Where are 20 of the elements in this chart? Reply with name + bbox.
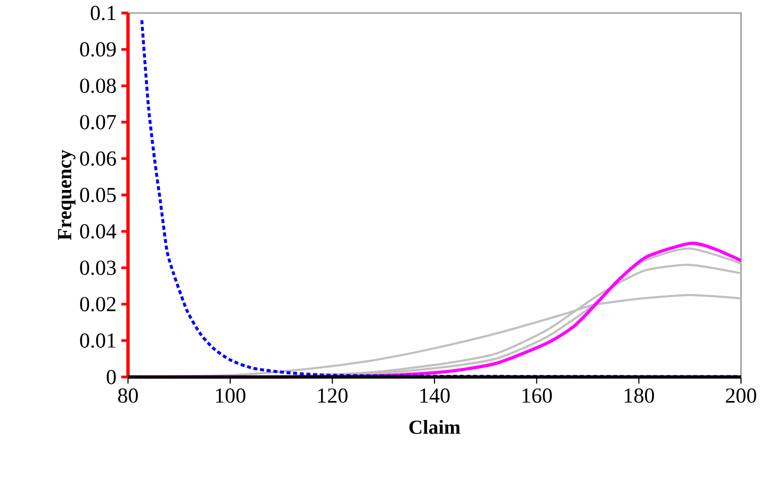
y-tick-label: 0.08 — [80, 78, 116, 94]
x-tick-label: 140 — [420, 388, 450, 403]
y-tick-label: 0.02 — [80, 296, 116, 312]
y-tick-label: 0.07 — [80, 114, 116, 130]
y-tick-label: 0.05 — [80, 188, 116, 202]
x-tick-label: 180 — [624, 388, 654, 403]
y-tick-label: 0.04 — [80, 224, 116, 239]
x-tick-label: 200 — [726, 388, 756, 403]
y-tick-label: 0.03 — [80, 260, 116, 276]
x-tick-label: 120 — [318, 388, 348, 403]
x-tick-label: 100 — [216, 388, 246, 403]
x-axis-title: Claim — [409, 420, 460, 434]
y-tick-label: 0.09 — [80, 42, 116, 57]
y-tick-label: 0 — [106, 370, 116, 384]
y-tick-label: 0.01 — [80, 333, 116, 348]
x-tick-label: 80 — [118, 388, 138, 403]
y-tick-label: 0.06 — [80, 151, 116, 166]
y-tick-label: 0.1 — [90, 6, 116, 20]
y-axis-title: Frequency — [58, 150, 76, 240]
x-tick-label: 160 — [522, 388, 552, 403]
